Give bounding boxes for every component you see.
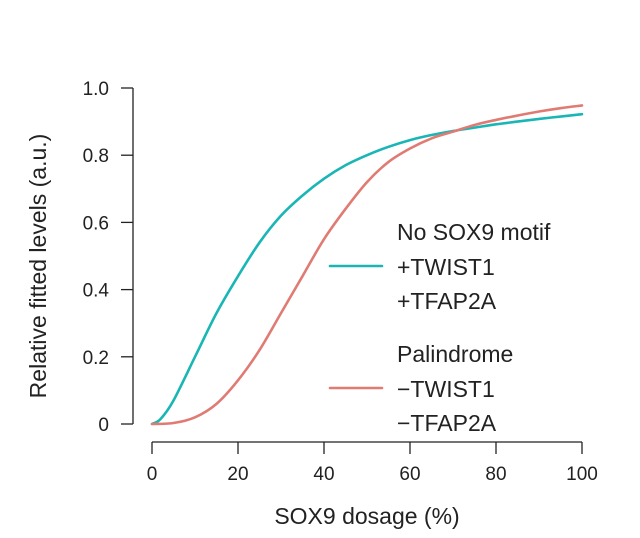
axes: 0 0.2 0.4 0.6 0.8 1.0 0 20 40 60 80 100 <box>83 79 598 485</box>
x-axis-title: SOX9 dosage (%) <box>274 503 459 529</box>
series-line-no-sox9-motif <box>150 112 584 426</box>
y-tick-label: 1.0 <box>83 79 109 100</box>
legend-label: −TWIST1 <box>397 376 495 402</box>
x-tick-label: 60 <box>399 464 420 485</box>
legend-label: +TWIST1 <box>397 254 495 280</box>
legend-label: −TFAP2A <box>397 410 497 436</box>
legend-entry-palindrome: Palindrome −TWIST1 −TFAP2A <box>328 341 513 436</box>
y-tick-label: 0.2 <box>83 348 109 369</box>
y-tick-label: 0.6 <box>83 213 109 234</box>
series-layer <box>150 104 584 426</box>
legend-label: No SOX9 motif <box>397 219 551 245</box>
x-tick-label: 80 <box>485 464 506 485</box>
legend-label: +TFAP2A <box>397 288 497 314</box>
series-line-palindrome <box>150 104 584 426</box>
x-ticks: 0 20 40 60 80 100 <box>147 442 598 485</box>
y-tick-label: 0 <box>98 415 109 436</box>
legend-label: Palindrome <box>397 341 513 367</box>
y-axis-title: Relative fitted levels (a.u.) <box>25 134 51 399</box>
y-tick-label: 0.4 <box>83 281 110 302</box>
y-tick-label: 0.8 <box>83 146 109 167</box>
y-ticks: 0 0.2 0.4 0.6 0.8 1.0 <box>83 79 133 436</box>
legend-entry-no-sox9-motif: No SOX9 motif +TWIST1 +TFAP2A <box>328 219 551 314</box>
x-tick-label: 100 <box>566 464 598 485</box>
x-tick-label: 20 <box>227 464 248 485</box>
x-tick-label: 0 <box>147 464 158 485</box>
x-tick-label: 40 <box>313 464 334 485</box>
legend: No SOX9 motif +TWIST1 +TFAP2A Palindrome… <box>328 219 551 436</box>
